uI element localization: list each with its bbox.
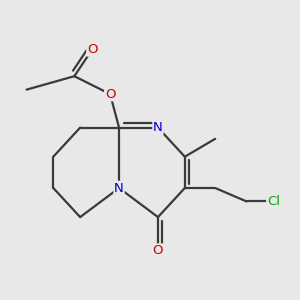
Text: O: O bbox=[87, 43, 98, 56]
Text: Cl: Cl bbox=[267, 195, 280, 208]
Text: O: O bbox=[105, 88, 116, 100]
Text: N: N bbox=[153, 121, 163, 134]
Text: N: N bbox=[114, 182, 124, 194]
Text: O: O bbox=[153, 244, 163, 257]
